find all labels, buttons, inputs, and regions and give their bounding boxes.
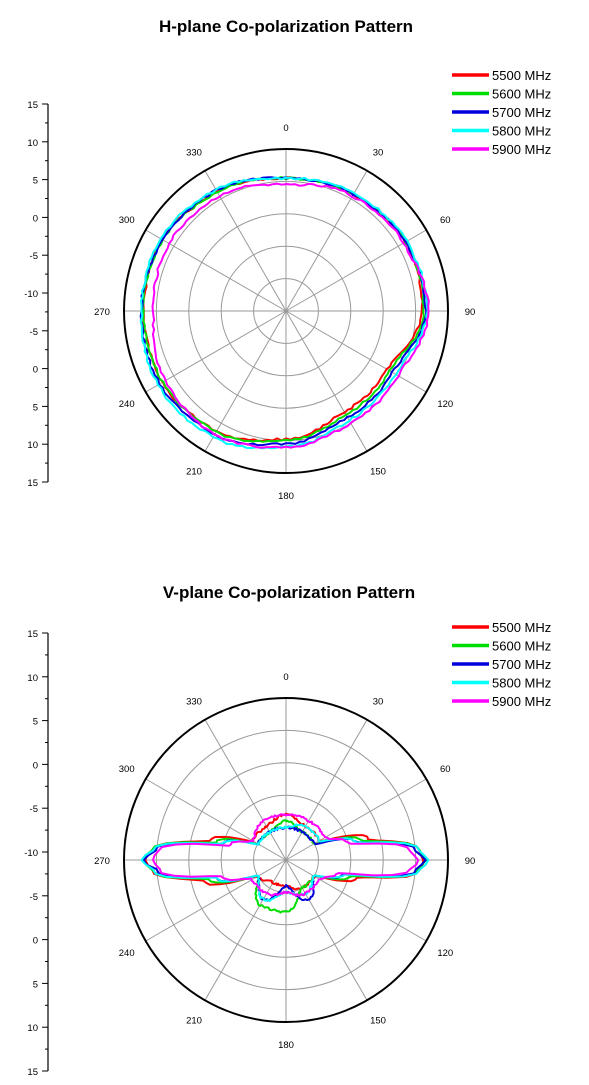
grid-spoke (285, 310, 368, 452)
radial-tick-label: -5 (30, 251, 38, 262)
grid-spoke (285, 719, 368, 861)
angle-tick-label: 180 (278, 491, 294, 502)
radial-tick-label: 10 (27, 1023, 38, 1034)
grid-spoke (145, 859, 287, 942)
radial-tick-label: 15 (27, 629, 38, 640)
radial-tick-label: 5 (33, 176, 38, 187)
legend-label: 5700 MHz (492, 105, 551, 120)
series-line-5700-mhz (139, 176, 428, 447)
grid-spoke (204, 170, 287, 312)
angle-tick-label: 330 (186, 697, 202, 708)
radial-tick-label: 0 (33, 760, 38, 771)
angle-tick-label: 240 (119, 399, 135, 410)
angle-tick-label: 210 (186, 466, 202, 477)
series-line-5600-mhz (142, 819, 428, 914)
grid-spoke (145, 778, 287, 861)
radial-tick-label: -10 (24, 848, 38, 859)
angle-tick-label: 30 (373, 697, 384, 708)
angle-tick-label: 300 (119, 764, 135, 775)
chart-v-plane: V-plane Co-polarization Pattern 0 30 60 90 12… (24, 583, 551, 1078)
radial-scale-axis: 15 10 5 0 -5 -10 -5 0 5 10 15 (24, 100, 49, 489)
angle-tick-label: 60 (440, 215, 451, 226)
angle-tick-label: 150 (370, 1015, 386, 1026)
angle-tick-label: 0 (283, 672, 288, 683)
radial-tick-label: -5 (30, 892, 38, 903)
series-line-5900-mhz (152, 813, 420, 897)
radial-tick-label: 5 (33, 717, 38, 728)
legend: 5500 MHz 5600 MHz 5700 MHz 5800 MHz 5900 MHz (452, 68, 551, 157)
angle-tick-label: 60 (440, 764, 451, 775)
grid-spoke (285, 310, 427, 393)
radial-tick-label: 5 (33, 979, 38, 990)
legend-label: 5900 MHz (492, 142, 551, 157)
angle-tick-label: 240 (119, 948, 135, 959)
radial-tick-label: 10 (27, 138, 38, 149)
radial-tick-label: 15 (27, 100, 38, 111)
grid-spoke (204, 310, 287, 452)
grid-spoke (204, 859, 287, 1001)
grid-spoke (285, 859, 427, 942)
chart-h-plane: H-plane Co-polarization Pattern 0 30 60 90 12… (24, 17, 551, 502)
radial-tick-label: 5 (33, 402, 38, 413)
angle-tick-label: 0 (283, 123, 288, 134)
radial-tick-label: 0 (33, 936, 38, 947)
radial-tick-label: -5 (30, 804, 38, 815)
radial-tick-label: 15 (27, 1067, 38, 1078)
grid-spoke (204, 719, 287, 861)
angle-tick-label: 90 (465, 307, 476, 318)
radial-scale-axis: 15 10 5 0 -5 -10 -5 0 5 10 15 (24, 629, 49, 1078)
grid-spoke (145, 229, 287, 312)
outer-ring (123, 148, 449, 474)
grid-spoke (145, 310, 287, 393)
chart-title: V-plane Co-polarization Pattern (163, 583, 415, 602)
radial-tick-label: 0 (33, 213, 38, 224)
legend-label: 5600 MHz (492, 87, 551, 102)
legend-label: 5700 MHz (492, 657, 551, 672)
angle-tick-label: 120 (437, 399, 453, 410)
legend-label: 5900 MHz (492, 694, 551, 709)
radial-tick-label: -10 (24, 289, 38, 300)
angle-tick-label: 330 (186, 148, 202, 159)
legend: 5500 MHz 5600 MHz 5700 MHz 5800 MHz 5900 MHz (452, 620, 551, 709)
angle-tick-label: 210 (186, 1015, 202, 1026)
legend-label: 5800 MHz (492, 124, 551, 139)
legend-label: 5500 MHz (492, 620, 551, 635)
radial-tick-label: -5 (30, 327, 38, 338)
radial-tick-label: 0 (33, 365, 38, 376)
chart-title: H-plane Co-polarization Pattern (159, 17, 413, 36)
angle-tick-label: 300 (119, 215, 135, 226)
radial-tick-label: 10 (27, 440, 38, 451)
angle-tick-label: 270 (94, 307, 110, 318)
legend-label: 5600 MHz (492, 639, 551, 654)
grid-spoke (285, 859, 368, 1001)
legend-label: 5800 MHz (492, 676, 551, 691)
outer-ring (123, 697, 449, 1023)
radial-tick-label: 15 (27, 478, 38, 489)
angle-tick-label: 30 (373, 148, 384, 159)
series-line-5900-mhz (151, 182, 430, 449)
grid-spoke (285, 778, 427, 861)
angle-tick-label: 150 (370, 466, 386, 477)
angle-tick-label: 180 (278, 1040, 294, 1051)
legend-label: 5500 MHz (492, 68, 551, 83)
angle-tick-label: 90 (465, 856, 476, 867)
radial-tick-label: 10 (27, 673, 38, 684)
grid-spoke (285, 170, 368, 312)
angle-tick-label: 270 (94, 856, 110, 867)
angle-tick-label: 120 (437, 948, 453, 959)
